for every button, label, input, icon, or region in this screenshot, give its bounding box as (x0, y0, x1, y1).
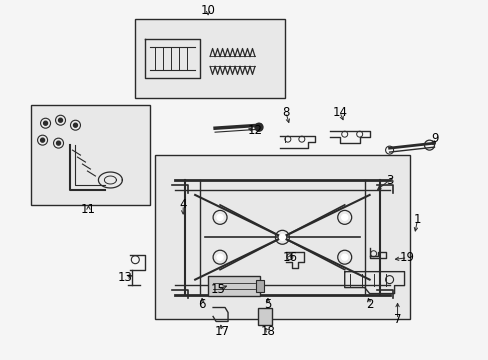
Text: 8: 8 (282, 106, 289, 119)
Text: 5: 5 (264, 298, 271, 311)
Text: 18: 18 (260, 325, 275, 338)
Circle shape (217, 214, 223, 220)
Circle shape (41, 138, 44, 142)
Text: 2: 2 (365, 298, 373, 311)
Circle shape (43, 121, 47, 125)
Text: 12: 12 (247, 124, 262, 137)
Text: 15: 15 (210, 283, 225, 296)
Bar (155, 155, 408, 319)
Text: 7: 7 (393, 313, 401, 326)
Circle shape (279, 234, 285, 240)
Text: 14: 14 (331, 106, 346, 119)
Text: 10: 10 (200, 4, 215, 17)
Circle shape (57, 141, 61, 145)
Text: 17: 17 (214, 325, 229, 338)
Bar (135, 19, 285, 98)
Text: 1: 1 (413, 213, 420, 226)
Circle shape (217, 254, 223, 260)
Bar (255, 280, 264, 292)
Circle shape (341, 254, 347, 260)
Circle shape (59, 118, 62, 122)
Circle shape (254, 123, 263, 131)
Text: 3: 3 (385, 174, 392, 186)
Circle shape (341, 214, 347, 220)
Bar (208, 276, 260, 296)
Text: 4: 4 (179, 198, 186, 211)
Text: 6: 6 (198, 298, 205, 311)
Text: 9: 9 (431, 132, 438, 145)
Bar (258, 307, 271, 325)
Text: 19: 19 (399, 251, 414, 264)
Text: 13: 13 (118, 271, 133, 284)
Bar (31, 105, 150, 205)
Circle shape (73, 123, 77, 127)
Text: 11: 11 (81, 203, 96, 216)
Text: 16: 16 (282, 251, 297, 264)
